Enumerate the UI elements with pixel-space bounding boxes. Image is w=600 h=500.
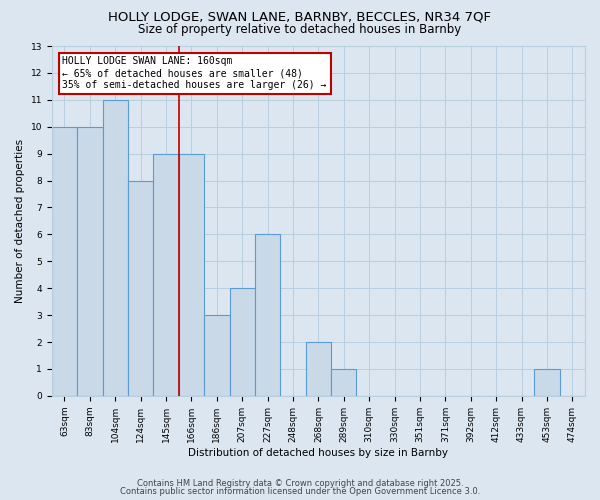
- Bar: [103, 100, 128, 396]
- X-axis label: Distribution of detached houses by size in Barnby: Distribution of detached houses by size …: [188, 448, 448, 458]
- Text: HOLLY LODGE SWAN LANE: 160sqm
← 65% of detached houses are smaller (48)
35% of s: HOLLY LODGE SWAN LANE: 160sqm ← 65% of d…: [62, 56, 327, 90]
- Text: Contains HM Land Registry data © Crown copyright and database right 2025.: Contains HM Land Registry data © Crown c…: [137, 478, 463, 488]
- Bar: [204, 315, 230, 396]
- Bar: [305, 342, 331, 396]
- Bar: [128, 180, 154, 396]
- Bar: [230, 288, 255, 396]
- Y-axis label: Number of detached properties: Number of detached properties: [15, 139, 25, 303]
- Bar: [77, 126, 103, 396]
- Bar: [534, 369, 560, 396]
- Bar: [52, 126, 77, 396]
- Bar: [331, 369, 356, 396]
- Bar: [255, 234, 280, 396]
- Text: Contains public sector information licensed under the Open Government Licence 3.: Contains public sector information licen…: [120, 487, 480, 496]
- Text: Size of property relative to detached houses in Barnby: Size of property relative to detached ho…: [139, 22, 461, 36]
- Bar: [154, 154, 179, 396]
- Text: HOLLY LODGE, SWAN LANE, BARNBY, BECCLES, NR34 7QF: HOLLY LODGE, SWAN LANE, BARNBY, BECCLES,…: [109, 10, 491, 23]
- Bar: [179, 154, 204, 396]
